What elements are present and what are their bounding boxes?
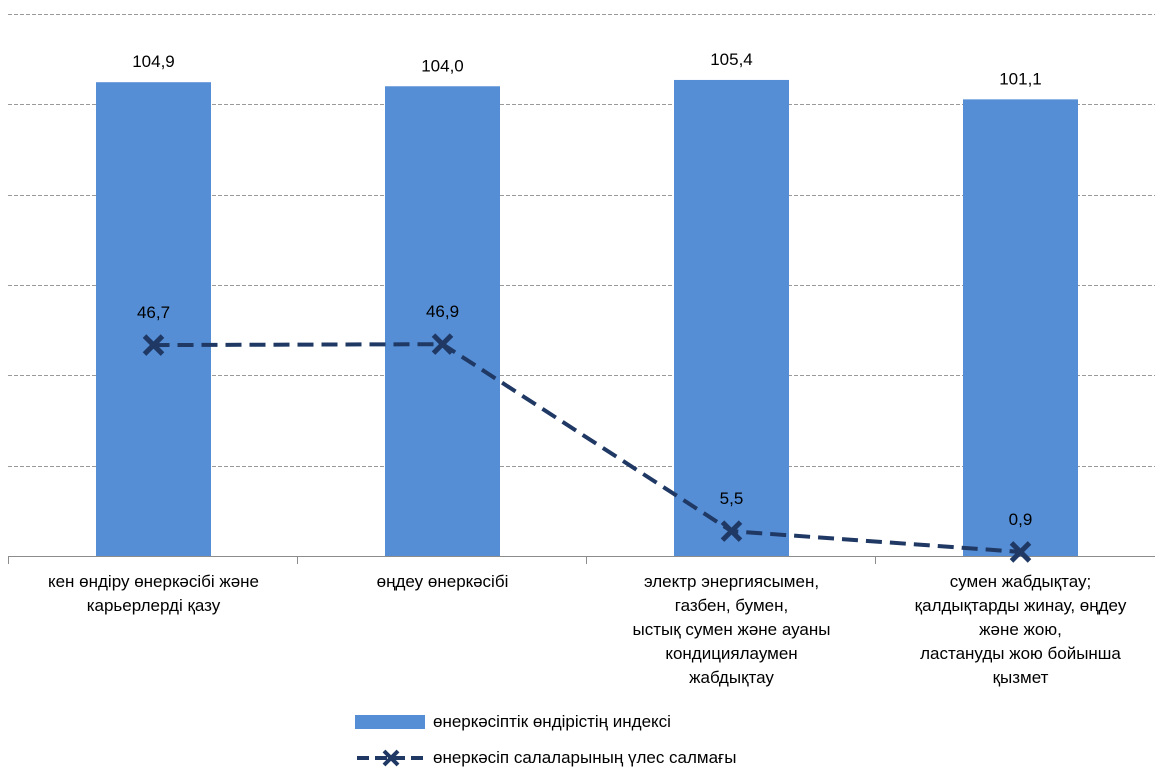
category-label-4: сумен жабдықтау; қалдықтарды жинау, өңде… <box>881 570 1155 690</box>
legend-bar-label: өнеркәсіптік өндірістің индексі <box>433 712 671 732</box>
category-label-3: электр энергиясымен, газбен, бумен, ысты… <box>592 570 872 690</box>
x-axis <box>8 556 1155 564</box>
bar-series <box>96 80 1078 556</box>
bar-label-4: 101,1 <box>999 69 1042 88</box>
line-label-3: 5,5 <box>720 489 744 508</box>
category-label-1: кен өндіру өнеркәсібі және карьерлерді қ… <box>14 570 294 618</box>
legend-item-bars: өнеркәсіптік өндірістің индексі <box>355 712 671 732</box>
legend-item-line: өнеркәсіп салаларының үлес салмағы <box>355 746 736 770</box>
line-label-4: 0,9 <box>1009 510 1033 529</box>
bar-label-1: 104,9 <box>132 52 175 71</box>
legend-bar-swatch <box>355 715 425 729</box>
line-series <box>145 335 1030 561</box>
bar-4 <box>963 99 1078 556</box>
category-label-2: өңдеу өнеркәсібі <box>303 570 583 594</box>
data-labels: 104,9 104,0 105,4 101,1 46,7 46,9 5,5 0,9 <box>132 50 1042 529</box>
legend-line-swatch <box>355 746 427 770</box>
bar-label-2: 104,0 <box>421 56 464 75</box>
bar-3 <box>674 80 789 556</box>
line-label-1: 46,7 <box>137 303 170 322</box>
line-label-2: 46,9 <box>426 302 459 321</box>
legend-line-label: өнеркәсіп салаларының үлес салмағы <box>433 748 736 768</box>
bar-label-3: 105,4 <box>710 50 753 69</box>
